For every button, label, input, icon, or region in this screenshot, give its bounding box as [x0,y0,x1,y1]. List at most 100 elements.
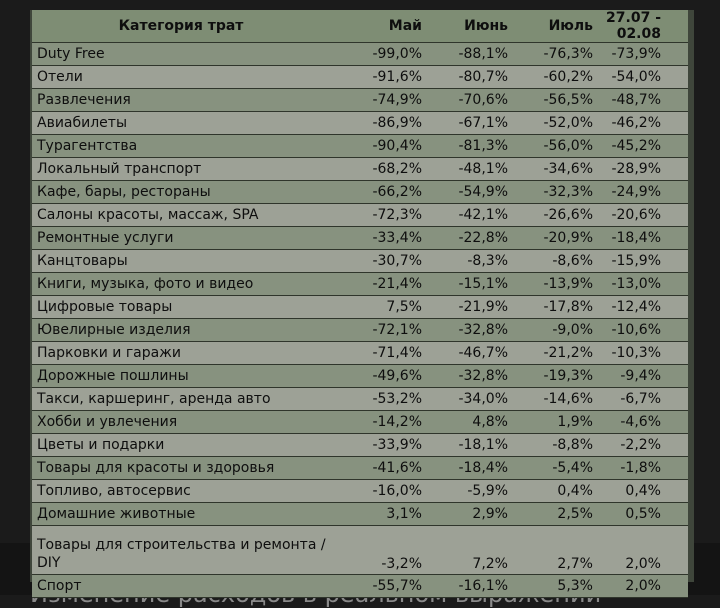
week-cell: -10,6% [601,318,688,342]
july-cell: -34,6% [515,157,601,181]
category-cell: Спорт [32,574,330,598]
june-cell: -18,1% [428,433,515,457]
header-week: 27.07 - 02.08 [601,10,688,43]
category-cell: Цифровые товары [32,295,330,319]
july-cell: -17,8% [515,295,601,319]
category-cell: Салоны красоты, массаж, SPA [32,203,330,227]
june-cell: 7,2% [428,525,515,575]
category-cell: Отели [32,65,330,89]
category-cell: Канцтовары [32,249,330,273]
header-may: Май [330,10,428,43]
table-row: Развлечения -74,9% -70,6% -56,5% -48,7% [32,88,688,112]
week-cell: 0,4% [601,479,688,503]
category-cell: Книги, музыка, фото и видео [32,272,330,296]
category-cell: Развлечения [32,88,330,112]
table-row: Отели -91,6% -80,7% -60,2% -54,0% [32,65,688,89]
week-cell: -1,8% [601,456,688,480]
table-row: Домашние животные 3,1% 2,9% 2,5% 0,5% [32,502,688,526]
table-row: Топливо, автосервис -16,0% -5,9% 0,4% 0,4% [32,479,688,503]
july-cell: -56,0% [515,134,601,158]
may-cell: -99,0% [330,42,428,66]
week-cell: -6,7% [601,387,688,411]
july-cell: -32,3% [515,180,601,204]
june-cell: -34,0% [428,387,515,411]
table-row: Цветы и подарки -33,9% -18,1% -8,8% -2,2% [32,433,688,457]
may-cell: -21,4% [330,272,428,296]
table-row: Кафе, бары, рестораны -66,2% -54,9% -32,3% -… [32,180,688,204]
may-cell: -16,0% [330,479,428,503]
category-cell: Такси, каршеринг, аренда авто [32,387,330,411]
july-cell: -19,3% [515,364,601,388]
july-cell: -9,0% [515,318,601,342]
week-cell: 0,5% [601,502,688,526]
table-row: Хобби и увлечения -14,2% 4,8% 1,9% -4,6% [32,410,688,434]
table-row: Цифровые товары 7,5% -21,9% -17,8% -12,4% [32,295,688,319]
july-cell: -56,5% [515,88,601,112]
july-cell: 5,3% [515,574,601,598]
table-row: Товары для красоты и здоровья -41,6% -18,4… [32,456,688,480]
july-cell: -14,6% [515,387,601,411]
header-category: Категория трат [32,10,330,43]
week-cell: -18,4% [601,226,688,250]
may-cell: -74,9% [330,88,428,112]
june-cell: -21,9% [428,295,515,319]
july-cell: -8,6% [515,249,601,273]
june-cell: -18,4% [428,456,515,480]
july-cell: -52,0% [515,111,601,135]
july-cell: 1,9% [515,410,601,434]
table-row: Товары для строительства и ремонта / DIY… [32,525,688,575]
week-cell: -12,4% [601,295,688,319]
july-cell: 0,4% [515,479,601,503]
june-cell: -15,1% [428,272,515,296]
category-cell: Товары для красоты и здоровья [32,456,330,480]
may-cell: -71,4% [330,341,428,365]
may-cell: -55,7% [330,574,428,598]
may-cell: -14,2% [330,410,428,434]
may-cell: -91,6% [330,65,428,89]
week-cell: -28,9% [601,157,688,181]
july-cell: 2,7% [515,525,601,575]
week-cell: -73,9% [601,42,688,66]
may-cell: -72,1% [330,318,428,342]
week-cell: -46,2% [601,111,688,135]
table-row: Ремонтные услуги -33,4% -22,8% -20,9% -18,4% [32,226,688,250]
june-cell: -16,1% [428,574,515,598]
july-cell: -76,3% [515,42,601,66]
june-cell: -5,9% [428,479,515,503]
june-cell: 2,9% [428,502,515,526]
week-cell: -13,0% [601,272,688,296]
july-cell: -13,9% [515,272,601,296]
header-july: Июль [515,10,601,43]
category-cell: Цветы и подарки [32,433,330,457]
june-cell: -22,8% [428,226,515,250]
may-cell: -86,9% [330,111,428,135]
may-cell: -72,3% [330,203,428,227]
may-cell: -90,4% [330,134,428,158]
week-cell: 2,0% [601,574,688,598]
july-cell: 2,5% [515,502,601,526]
may-cell: -33,9% [330,433,428,457]
category-cell: Парковки и гаражи [32,341,330,365]
week-cell: -2,2% [601,433,688,457]
week-cell: -48,7% [601,88,688,112]
table-row: Ювелирные изделия -72,1% -32,8% -9,0% -10,6% [32,318,688,342]
may-cell: -30,7% [330,249,428,273]
week-cell: 2,0% [601,525,688,575]
table-row: Локальный транспорт -68,2% -48,1% -34,6% -28… [32,157,688,181]
july-cell: -60,2% [515,65,601,89]
july-cell: -8,8% [515,433,601,457]
may-cell: -66,2% [330,180,428,204]
category-cell: Домашние животные [32,502,330,526]
june-cell: -32,8% [428,364,515,388]
may-cell: -53,2% [330,387,428,411]
category-cell: Хобби и увлечения [32,410,330,434]
category-cell: Ремонтные услуги [32,226,330,250]
week-cell: -20,6% [601,203,688,227]
table-row: Канцтовары -30,7% -8,3% -8,6% -15,9% [32,249,688,273]
may-cell: -41,6% [330,456,428,480]
june-cell: -67,1% [428,111,515,135]
week-cell: -45,2% [601,134,688,158]
category-cell: Турагентства [32,134,330,158]
june-cell: -88,1% [428,42,515,66]
june-cell: -46,7% [428,341,515,365]
